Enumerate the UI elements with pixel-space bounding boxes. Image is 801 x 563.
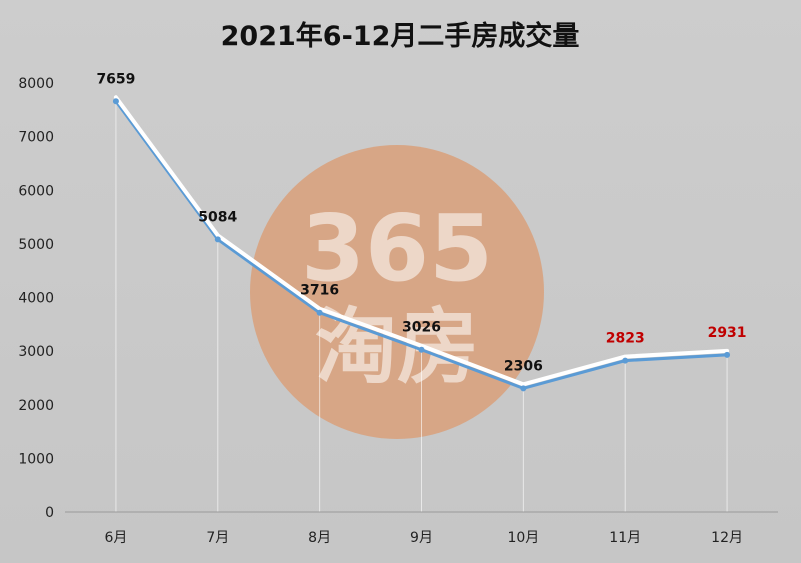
y-tick-label: 6000	[18, 183, 54, 199]
watermark-text-365: 365	[301, 195, 493, 302]
y-tick-label: 0	[45, 505, 54, 521]
series-line-highlight	[113, 95, 730, 387]
x-tick-label: 9月	[410, 530, 433, 546]
x-tick-label: 11月	[609, 530, 641, 546]
x-tick-label: 8月	[308, 530, 331, 546]
chart-title: 2021年6-12月二手房成交量	[221, 20, 580, 52]
data-label: 2823	[606, 331, 645, 347]
data-label: 5084	[198, 209, 237, 225]
x-tick-label: 12月	[711, 530, 743, 546]
y-tick-label: 2000	[18, 398, 54, 414]
y-tick-label: 5000	[18, 237, 54, 253]
data-label: 2306	[504, 358, 543, 374]
y-tick-label: 8000	[18, 76, 54, 92]
data-point	[724, 351, 731, 358]
drop-lines	[115, 101, 728, 512]
data-point	[316, 309, 323, 316]
y-tick-label: 7000	[18, 130, 54, 146]
x-axis: 6月 7月 8月 9月 10月 11月 12月	[104, 530, 743, 546]
data-point	[112, 98, 119, 105]
x-tick-label: 6月	[104, 530, 127, 546]
y-tick-label: 4000	[18, 291, 54, 307]
data-point	[214, 236, 221, 243]
data-label: 7659	[96, 71, 135, 87]
y-tick-label: 1000	[18, 451, 54, 467]
data-label: 3026	[402, 320, 441, 336]
data-point	[622, 357, 629, 364]
y-tick-label: 3000	[18, 344, 54, 360]
data-point	[520, 385, 527, 392]
x-tick-label: 7月	[206, 530, 229, 546]
data-labels: 7659 5084 3716 3026 2306 2823 2931	[96, 71, 746, 374]
data-label: 2931	[708, 325, 747, 341]
data-point	[418, 346, 425, 353]
y-axis: 0 1000 2000 3000 4000 5000 6000 7000 8000	[18, 76, 54, 521]
x-tick-label: 10月	[507, 530, 539, 546]
series	[112, 95, 731, 392]
data-label: 3716	[300, 283, 339, 299]
